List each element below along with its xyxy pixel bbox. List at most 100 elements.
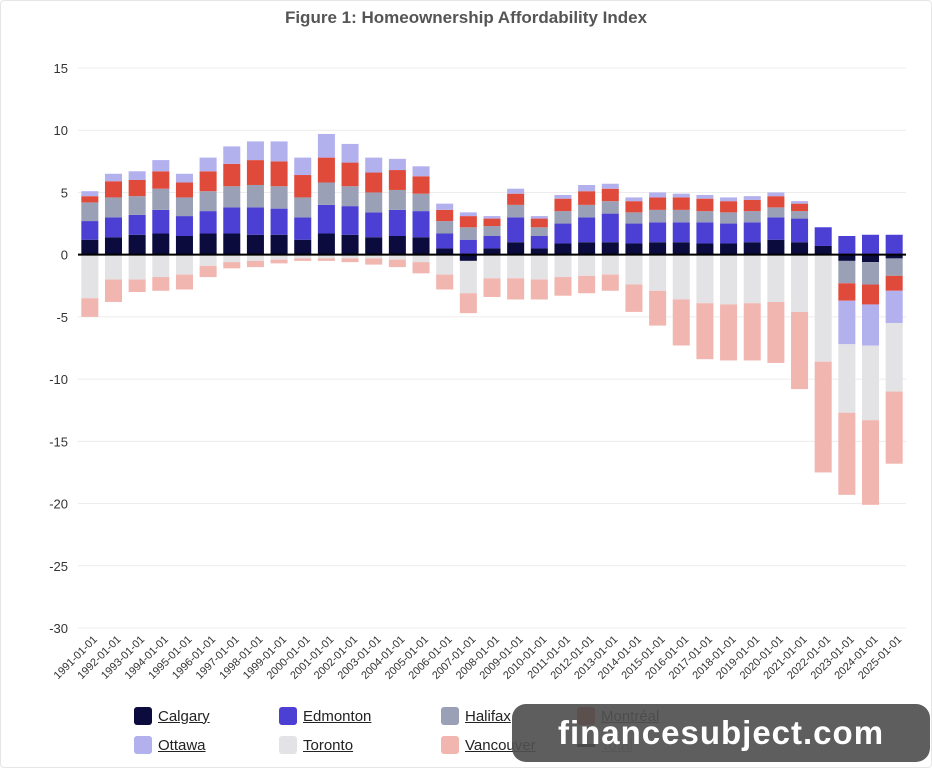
bar-vancouver-2025 [885,391,903,464]
bar-montral-2011 [554,198,572,212]
y-tick-label: 0 [61,248,68,263]
bar-edmonton-2017 [696,222,714,244]
bar-calgary-1991 [81,239,99,255]
bar-montral-2018 [720,201,738,213]
bar-toronto-1998 [246,254,264,261]
bar-ottawa-1991 [81,191,99,197]
y-tick-label: 5 [61,185,68,200]
bar-calgary-1992 [104,237,123,255]
legend-label: Calgary [158,707,210,725]
bar-ottawa-2023 [838,300,856,345]
y-tick-label: 10 [54,123,68,138]
legend-item-calgary[interactable]: Calgary [134,706,279,726]
bar-vancouver-2009 [507,278,525,300]
legend-swatch [279,736,297,754]
bar-toronto-2007 [459,260,477,294]
bar-halifax-2005 [412,193,430,212]
bar-vancouver-2004 [388,259,406,268]
bar-calgary-2019 [743,242,761,255]
bar-calgary-2009 [507,242,525,255]
bar-toronto-2024 [861,345,880,421]
legend-label: Toronto [303,736,354,754]
bar-calgary-2021 [791,242,809,255]
y-tick-label: -15 [49,434,68,449]
bar-vancouver-2006 [436,274,454,290]
bar-edmonton-2019 [743,222,761,243]
bar-halifax-2018 [720,212,738,224]
bar-halifax-2004 [388,189,406,210]
bar-vancouver-1992 [104,279,123,302]
bar-toronto-2016 [672,254,690,300]
bar-ottawa-2017 [696,194,714,199]
bar-montral-1993 [128,180,146,197]
bar-montral-2019 [743,199,761,212]
bar-toronto-2001 [317,254,335,259]
bar-halifax-1993 [128,196,146,215]
legend-item-toronto[interactable]: Toronto [279,735,441,755]
bar-ottawa-2016 [672,193,690,198]
bar-ottawa-2013 [601,183,619,189]
bar-edmonton-2013 [601,213,619,243]
bar-calgary-1994 [152,233,170,255]
bar-edmonton-1995 [175,216,193,236]
bar-calgary-2017 [696,243,714,255]
bar-edmonton-2003 [365,212,383,238]
bar-halifax-1992 [104,197,123,218]
bar-calgary-1993 [128,234,146,255]
bar-calgary-1996 [199,233,217,255]
bar-calgary-2012 [578,242,596,255]
bar-montral-2004 [388,170,406,190]
bar-edmonton-2011 [554,223,572,244]
bar-edmonton-1993 [128,214,146,235]
bar-montral-2012 [578,191,596,205]
bar-halifax-2023 [838,260,856,284]
bar-toronto-1995 [175,254,193,275]
bar-vancouver-1998 [246,260,264,268]
chart-plot: 151050-5-10-15-20-25-301991-01-011992-01… [49,61,906,682]
bar-calgary-2002 [341,234,359,255]
bar-toronto-1993 [128,254,146,280]
bar-ottawa-2014 [625,197,643,202]
y-tick-label: -5 [56,310,68,325]
bar-edmonton-2015 [649,222,667,243]
bar-calgary-1999 [270,234,288,255]
bar-montral-2006 [436,209,454,222]
bar-montral-2015 [649,197,667,210]
bar-ottawa-2001 [317,133,335,158]
bar-vancouver-2023 [838,412,856,495]
bar-halifax-1997 [223,186,241,208]
legend-item-halifax[interactable]: Halifax [441,706,577,726]
bar-edmonton-2009 [507,217,525,243]
bar-toronto-2012 [578,254,596,276]
bar-vancouver-2010 [530,279,548,300]
bar-edmonton-1992 [104,217,123,238]
bar-halifax-2021 [791,211,809,219]
bar-vancouver-2020 [767,301,785,363]
bar-ottawa-1994 [152,160,170,172]
bar-toronto-1996 [199,254,217,266]
bar-ottawa-2025 [885,290,903,324]
bar-ottawa-1998 [246,141,264,161]
bar-montral-1996 [199,171,217,192]
bar-montral-2013 [601,188,619,202]
bar-montral-2025 [885,275,903,291]
bar-halifax-1996 [199,191,217,212]
bar-edmonton-2023 [838,236,856,255]
bar-calgary-2003 [365,237,383,255]
bar-edmonton-2008 [483,236,501,249]
bar-halifax-2006 [436,221,454,234]
bar-calgary-2024 [861,254,880,263]
bar-vancouver-1994 [152,277,170,291]
bar-ottawa-2015 [649,192,667,198]
legend-item-edmonton[interactable]: Edmonton [279,706,441,726]
legend-item-ottawa[interactable]: Ottawa [134,735,279,755]
bar-ottawa-2006 [436,203,454,210]
bar-calgary-2013 [601,242,619,255]
bar-vancouver-1991 [81,298,99,317]
bar-calgary-2007 [459,254,477,261]
y-tick-label: -20 [49,497,68,512]
bar-toronto-2005 [412,254,430,263]
legend-swatch [441,736,459,754]
bar-montral-2016 [672,197,690,210]
bar-edmonton-2016 [672,222,690,243]
